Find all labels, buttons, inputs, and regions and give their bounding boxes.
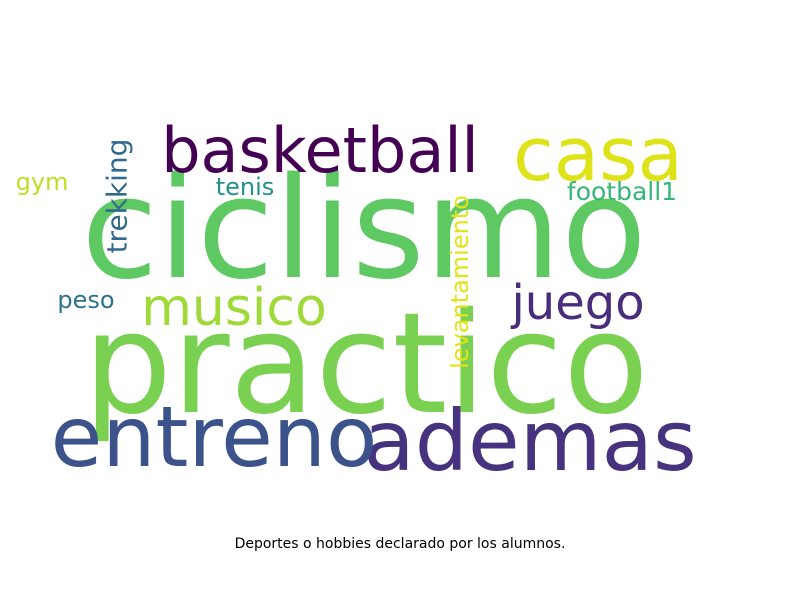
word-trekking: trekking — [101, 139, 134, 254]
chart-caption: Deportes o hobbies declarado por los alu… — [234, 536, 566, 552]
word-entreno: entreno — [51, 388, 378, 486]
word-practico: practico — [83, 283, 649, 446]
word-gym: gym — [16, 168, 69, 196]
word-levantamiento: levantamiento — [446, 195, 474, 369]
word-casa: casa — [513, 112, 683, 198]
word-juego: juego — [510, 275, 644, 331]
word-basketball: basketball — [161, 114, 479, 187]
word-musico: musico — [141, 278, 327, 338]
word-tenis: tenis — [216, 173, 275, 201]
word-peso: peso — [57, 286, 114, 314]
word-ciclismo: ciclismo — [81, 148, 647, 311]
word-ademas: ademas — [363, 392, 697, 490]
word-football1: football1 — [567, 177, 677, 206]
